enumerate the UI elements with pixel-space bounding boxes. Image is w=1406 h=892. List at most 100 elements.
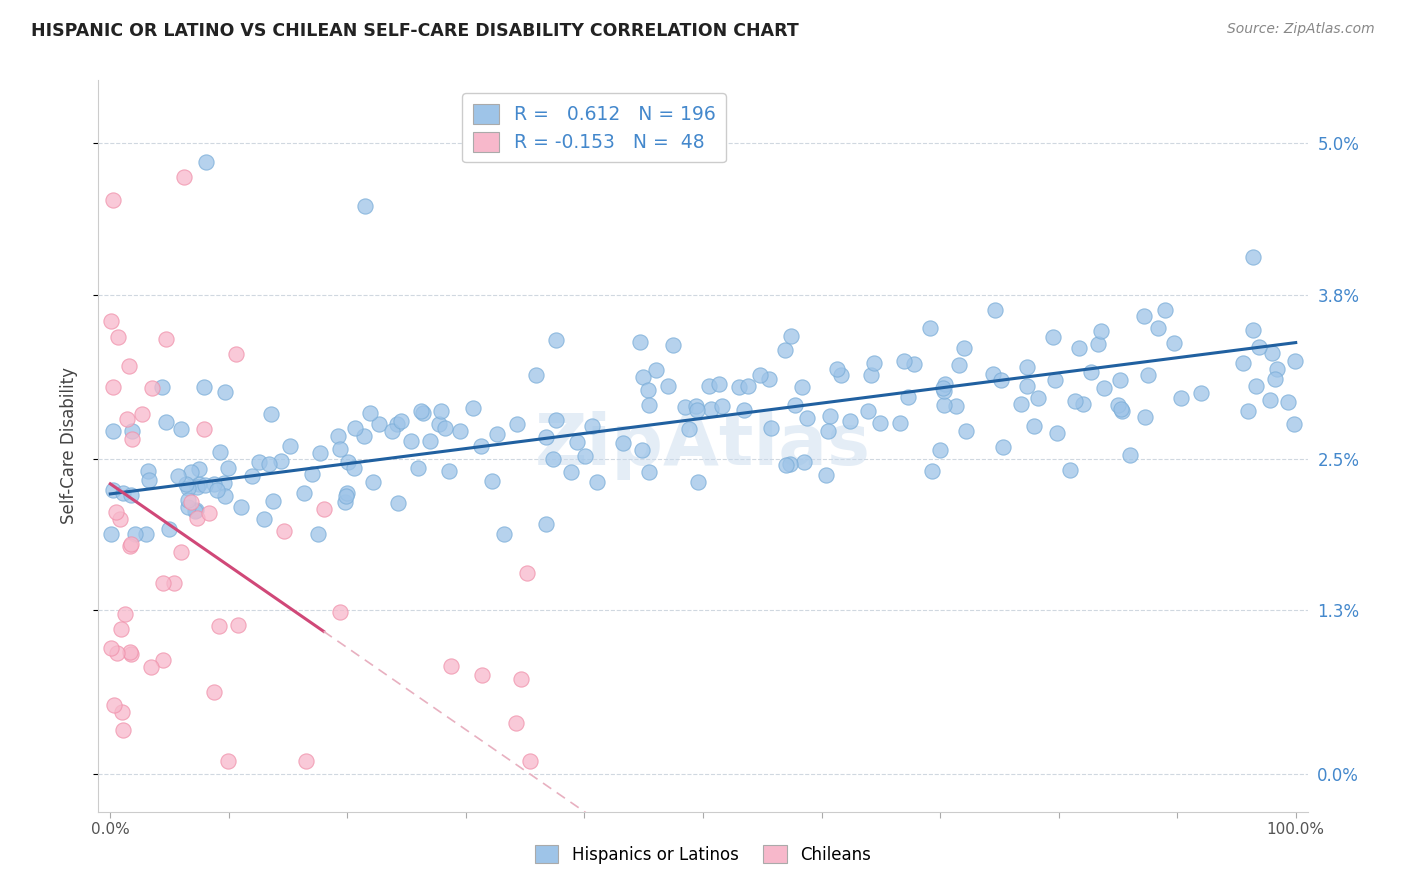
Point [1189,386,1212,401]
Point [368,417,391,431]
Point [217,754,239,768]
Point [984,302,1007,317]
Point [893,353,915,368]
Point [225,346,247,360]
Point [385,417,408,431]
Point [105,504,128,518]
Point [152,576,174,591]
Point [934,376,956,391]
Point [1042,330,1064,344]
Point [337,455,360,469]
Point [186,510,208,524]
Point [1241,250,1264,264]
Point [953,341,976,355]
Point [1109,402,1132,417]
Point [152,653,174,667]
Point [775,343,797,357]
Point [333,494,356,508]
Point [117,359,139,373]
Point [628,335,651,350]
Point [796,411,818,425]
Point [188,477,211,491]
Point [1119,448,1142,462]
Point [1237,404,1260,418]
Point [292,486,315,500]
Point [678,422,700,436]
Point [470,439,492,453]
Point [429,417,451,432]
Point [412,406,434,420]
Point [120,647,142,661]
Point [1094,381,1116,395]
Point [737,378,759,392]
Point [685,399,707,413]
Point [141,381,163,395]
Point [202,477,225,491]
Point [176,477,198,491]
Point [257,457,280,471]
Point [686,403,709,417]
Point [103,424,125,438]
Point [1258,392,1281,407]
Point [141,659,163,673]
Point [150,380,173,394]
Point [209,444,232,458]
Point [207,483,229,498]
Point [1026,391,1049,405]
Point [186,480,208,494]
Point [779,458,801,472]
Point [177,481,200,495]
Point [157,522,180,536]
Point [180,466,202,480]
Point [1071,397,1094,411]
Point [1133,309,1156,323]
Point [100,314,122,328]
Point [889,417,911,431]
Point [262,494,284,508]
Point [194,477,217,491]
Point [863,355,886,369]
Point [253,511,276,525]
Point [110,705,132,719]
Point [1059,462,1081,476]
Point [312,501,335,516]
Point [184,503,207,517]
Point [918,321,941,335]
Point [519,754,541,768]
Point [107,330,129,344]
Point [463,401,485,416]
Point [1087,336,1109,351]
Point [1153,302,1175,317]
Point [1022,419,1045,434]
Point [170,422,193,436]
Point [506,417,529,432]
Point [793,455,815,469]
Point [391,414,413,428]
Point [353,429,375,443]
Point [638,465,661,479]
Point [471,668,494,682]
Point [135,527,157,541]
Point [1249,340,1271,354]
Point [231,500,253,514]
Point [193,422,215,436]
Text: Source: ZipAtlas.com: Source: ZipAtlas.com [1227,22,1375,37]
Point [381,424,404,438]
Point [100,527,122,541]
Point [903,358,925,372]
Point [226,618,249,632]
Point [301,467,323,481]
Point [790,379,813,393]
Point [544,334,567,348]
Point [430,404,453,418]
Point [419,434,441,449]
Point [440,658,463,673]
Point [830,368,852,382]
Point [110,622,132,636]
Point [308,445,330,459]
Point [1046,425,1069,440]
Point [180,494,202,508]
Point [170,545,193,559]
Point [387,496,409,510]
Point [814,468,837,483]
